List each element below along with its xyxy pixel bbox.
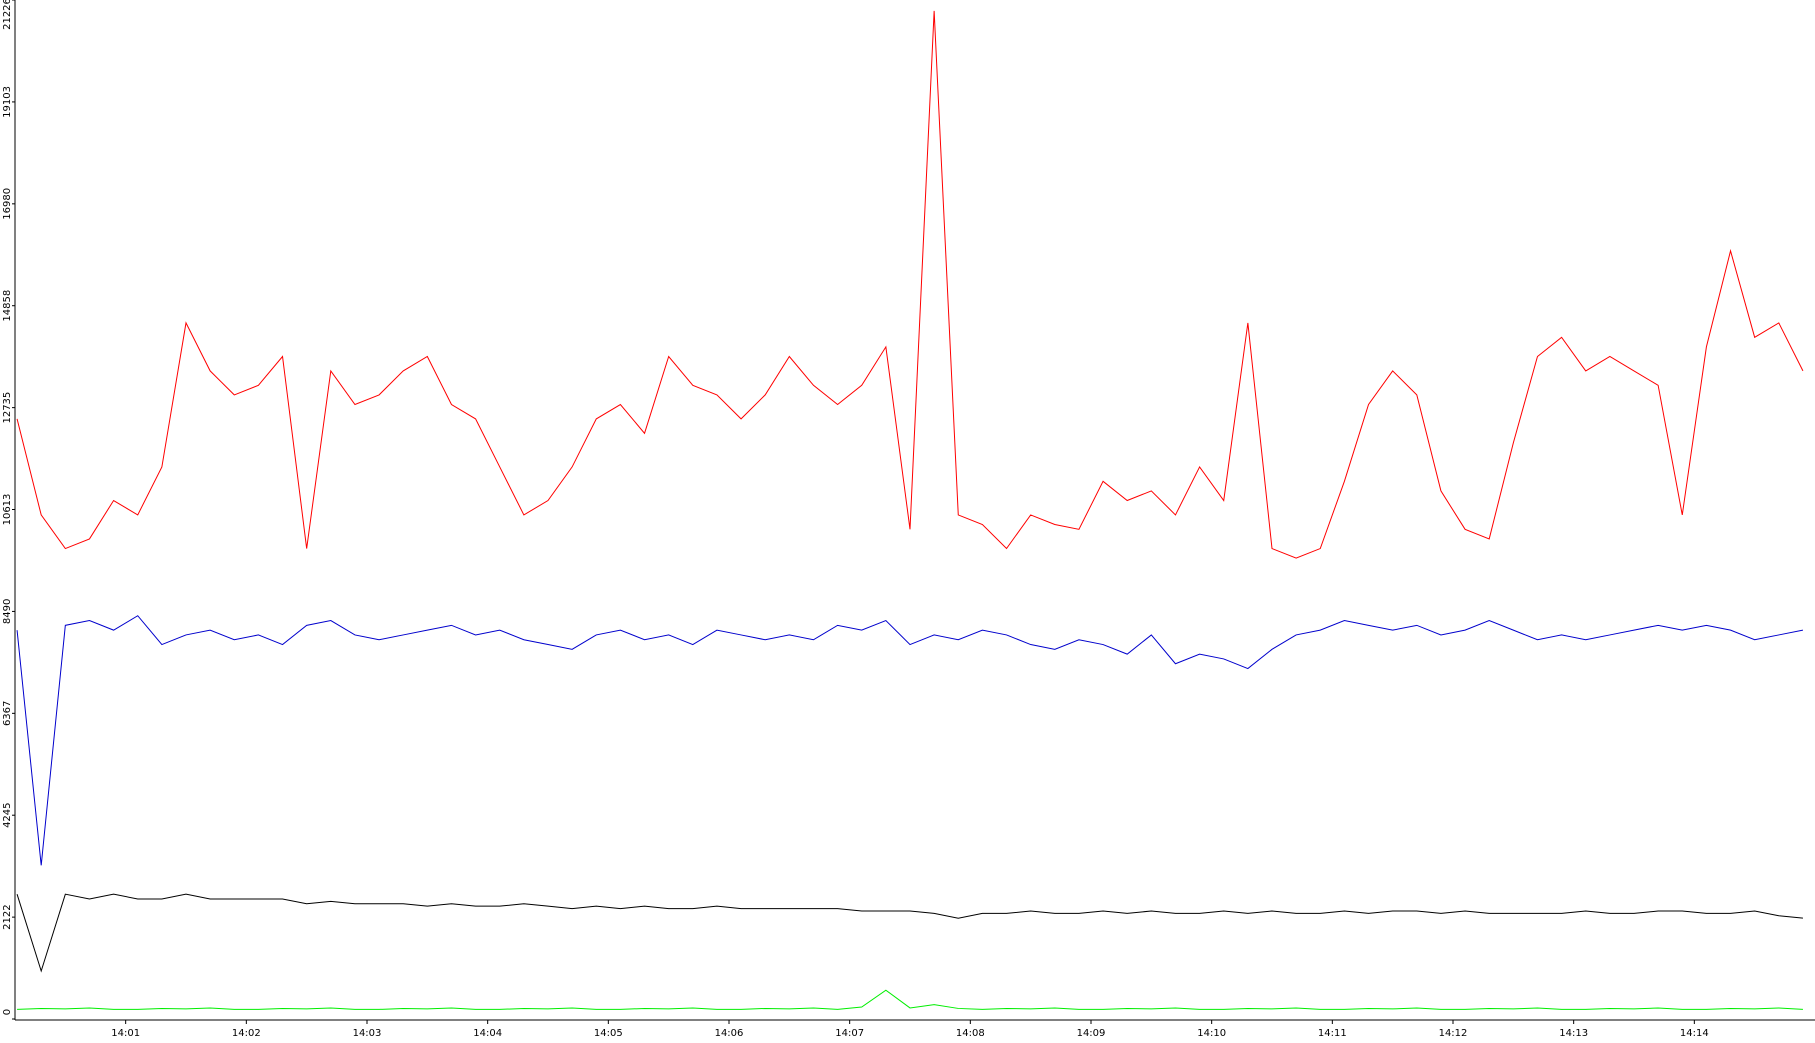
y-tick-label: 4245 <box>2 802 13 827</box>
series-line <box>16 615 1804 866</box>
x-tick-label: 14:01 <box>111 1028 140 1039</box>
y-tick-label: 16980 <box>2 188 13 220</box>
y-tick-label: 8490 <box>2 599 13 624</box>
x-tick-label: 14:12 <box>1439 1028 1468 1039</box>
x-tick-label: 14:11 <box>1318 1028 1347 1039</box>
y-tick-label: 12735 <box>2 392 13 424</box>
x-tick-label: 14:03 <box>353 1028 382 1039</box>
series-line <box>17 989 1803 1010</box>
y-tick-label: 21226 <box>2 0 13 30</box>
x-tick-label: 14:14 <box>1680 1028 1709 1039</box>
series-line <box>16 893 1803 973</box>
y-tick-label: 14858 <box>2 290 13 322</box>
y-tick-label: 10613 <box>2 494 13 526</box>
x-tick-label: 14:08 <box>956 1028 985 1039</box>
x-tick-label: 14:09 <box>1077 1028 1106 1039</box>
x-tick-label: 14:10 <box>1197 1028 1226 1039</box>
x-tick-label: 14:02 <box>232 1028 261 1039</box>
y-tick-label: 2122 <box>2 904 13 929</box>
y-tick-label: 19103 <box>2 86 13 118</box>
x-tick-label: 14:13 <box>1559 1028 1588 1039</box>
y-tick-label: 6367 <box>2 701 13 726</box>
x-tick-label: 14:05 <box>594 1028 623 1039</box>
y-tick-label: 0 <box>2 1009 13 1015</box>
x-tick-label: 14:07 <box>835 1028 864 1039</box>
x-tick-label: 14:04 <box>473 1028 502 1039</box>
x-tick-label: 14:06 <box>715 1028 744 1039</box>
series-line <box>16 10 1804 559</box>
